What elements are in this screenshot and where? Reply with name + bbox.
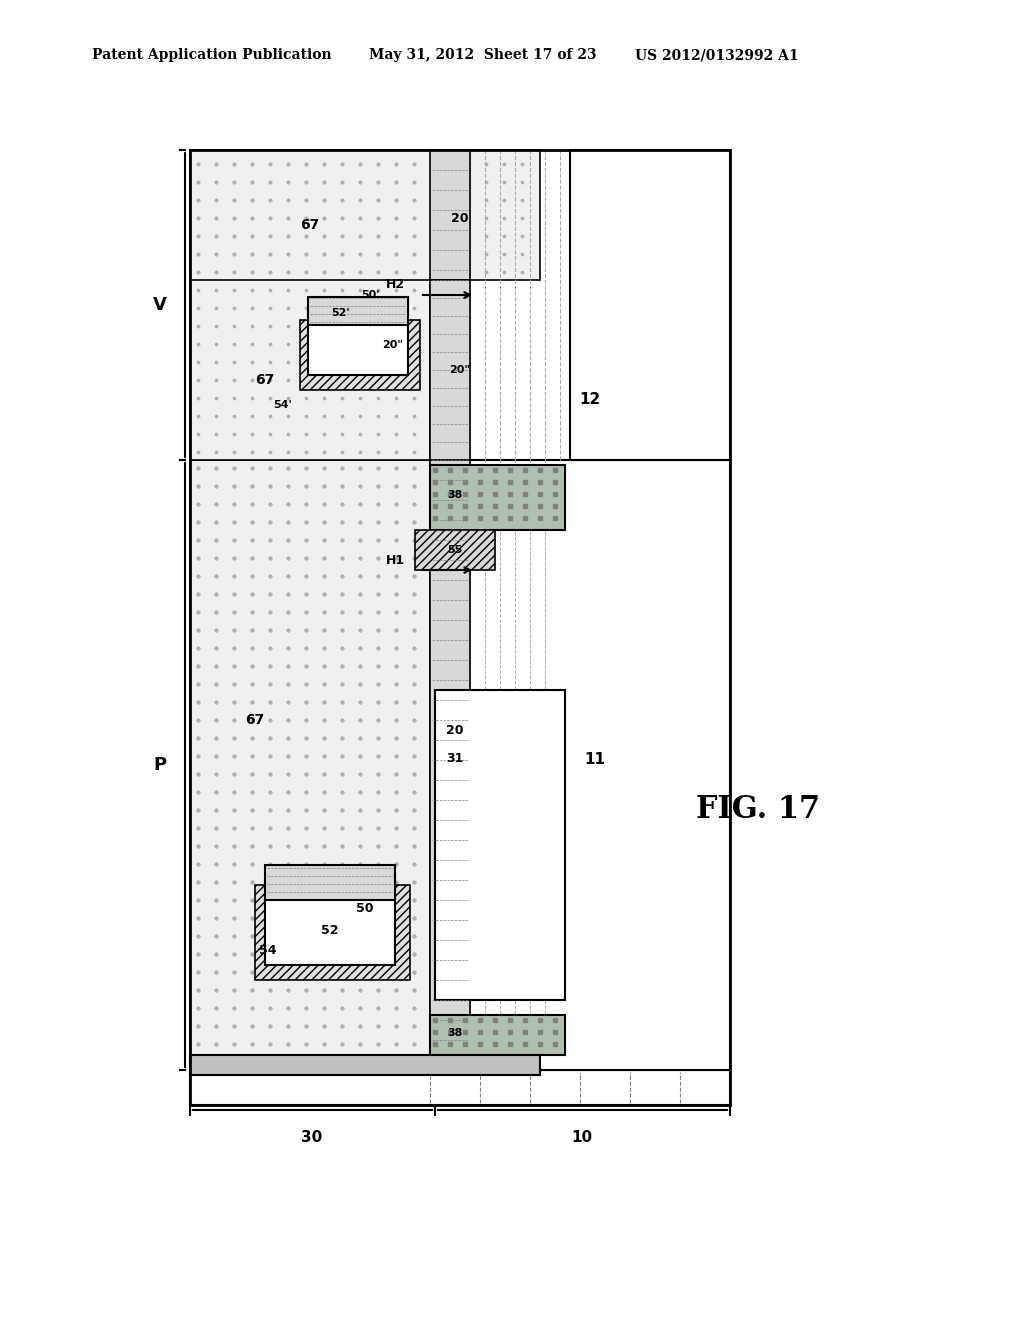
Bar [308,319,408,375]
Text: 20: 20 [452,211,469,224]
Text: 20: 20 [446,723,464,737]
Bar [265,895,395,965]
Bar [430,280,470,459]
Text: 50': 50' [360,290,379,300]
Text: 54: 54 [259,944,276,957]
Bar [190,459,420,1071]
Text: 52': 52' [331,308,349,318]
Text: 10: 10 [571,1130,593,1144]
Bar [430,465,565,531]
Bar [300,319,420,389]
Text: 52: 52 [322,924,339,936]
Bar [415,531,495,570]
Text: 67: 67 [300,218,319,232]
Bar [190,459,420,1071]
Bar [190,150,430,459]
Bar [570,150,730,459]
Bar [265,865,395,900]
Text: 31: 31 [446,751,464,764]
Bar [435,690,565,1001]
Text: 20": 20" [383,341,403,350]
Text: P: P [154,756,167,774]
Bar [190,1055,540,1074]
Bar [190,150,730,1105]
Text: 20": 20" [450,366,470,375]
Bar [190,459,430,1071]
Bar [430,459,730,1071]
Text: May 31, 2012  Sheet 17 of 23: May 31, 2012 Sheet 17 of 23 [369,49,596,62]
Text: 12: 12 [580,392,601,408]
Text: 67: 67 [246,713,264,727]
Text: H2: H2 [386,279,406,292]
Text: 54': 54' [273,400,293,411]
Bar [430,1015,565,1055]
Text: FIG. 17: FIG. 17 [696,795,820,825]
Bar [255,884,410,979]
Text: 38: 38 [447,1028,463,1038]
Text: 67: 67 [255,374,274,387]
Bar [190,1071,730,1105]
Text: 30: 30 [301,1130,323,1144]
Text: 55: 55 [447,545,463,554]
Text: 38: 38 [447,490,463,500]
Text: 50: 50 [356,902,374,915]
Bar [190,150,540,280]
Bar [308,297,408,325]
Text: H1: H1 [386,553,406,566]
Bar [430,459,470,1055]
Text: 11: 11 [585,752,605,767]
Bar [430,150,470,280]
Text: US 2012/0132992 A1: US 2012/0132992 A1 [635,49,799,62]
Text: Patent Application Publication: Patent Application Publication [92,49,332,62]
Text: V: V [153,296,167,314]
